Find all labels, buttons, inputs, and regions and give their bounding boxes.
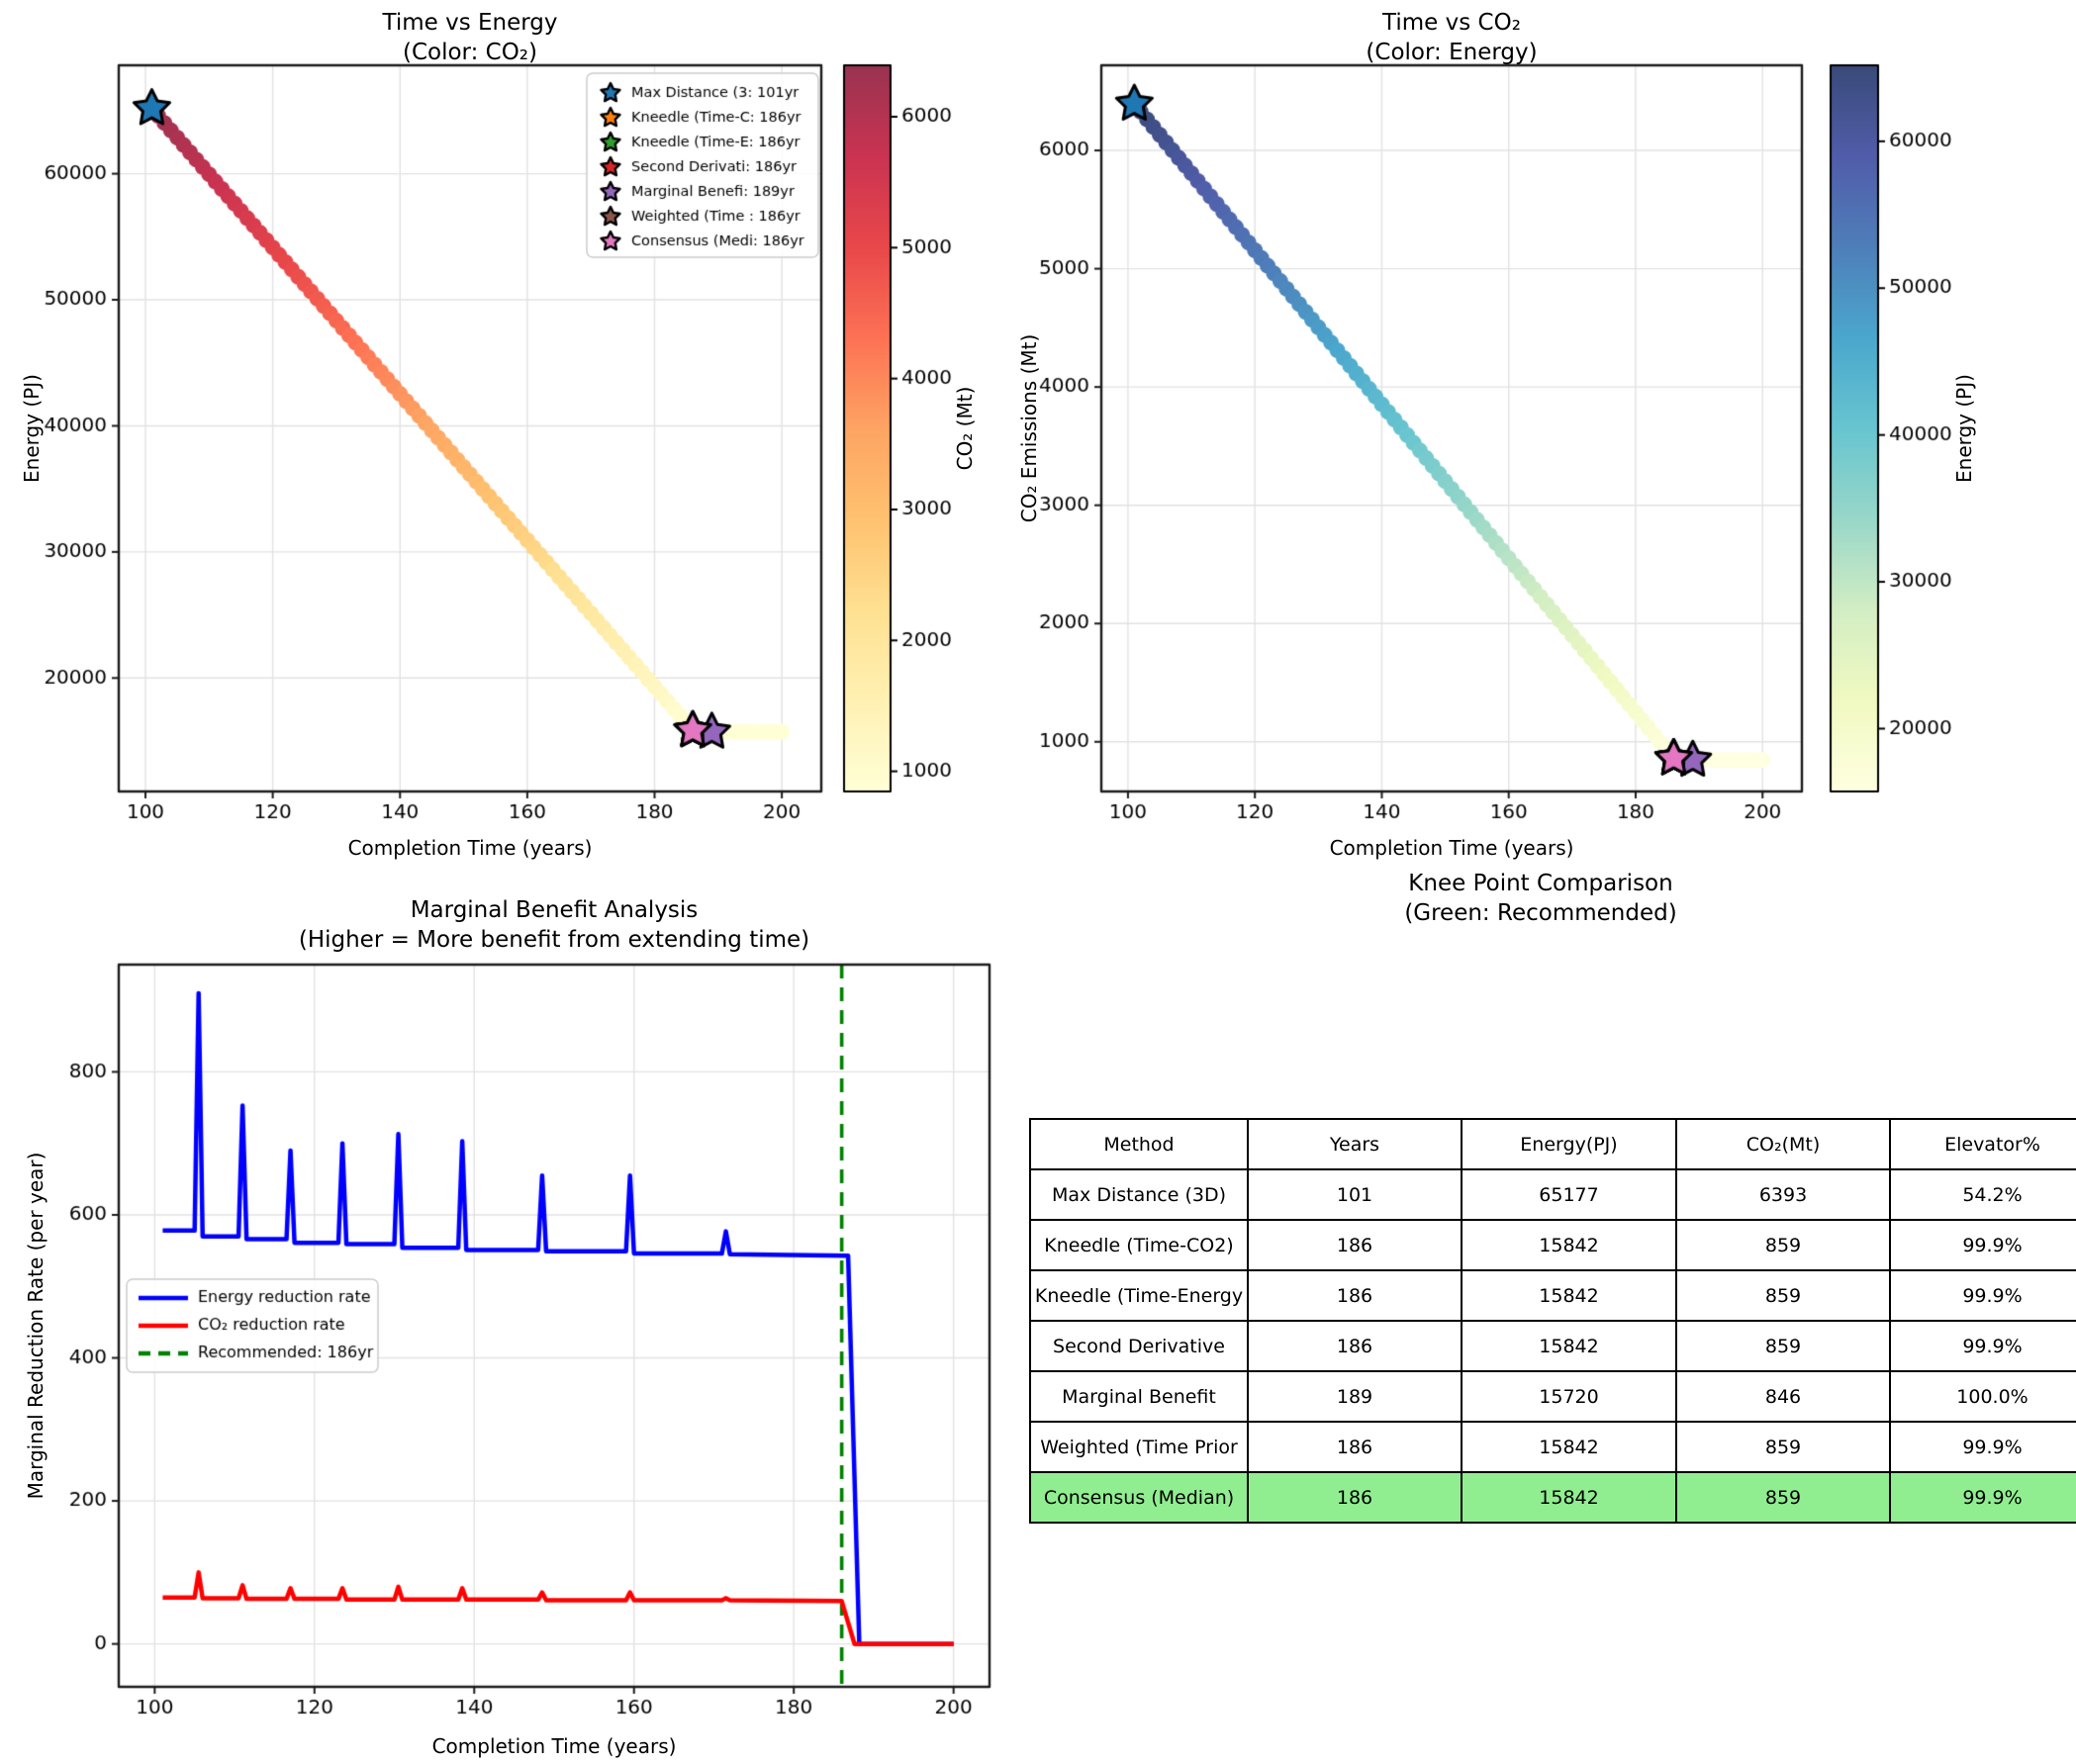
table-cell: 859 [1675, 1269, 1891, 1322]
chart2-title-line2: (Color: Energy) [1366, 40, 1538, 65]
table-header-cell: Elevator% [1889, 1118, 2076, 1170]
table-row: Kneedle (Time-Energy 186 15842 859 99.9% [1029, 1269, 2076, 1322]
table-header-cell: Energy(PJ) [1461, 1118, 1677, 1170]
table-cell: 846 [1675, 1370, 1891, 1423]
chart3-title-line1: Marginal Benefit Analysis [410, 897, 699, 923]
table-row: Kneedle (Time-CO2) 186 15842 859 99.9% [1029, 1219, 2076, 1271]
table-title-line1: Knee Point Comparison [1408, 871, 1673, 896]
table-cell: Kneedle (Time-Energy [1029, 1269, 1249, 1322]
table-cell: 859 [1675, 1219, 1891, 1271]
table-cell: 859 [1675, 1320, 1891, 1372]
table-title: Knee Point Comparison (Green: Recommende… [1244, 869, 1838, 928]
table-cell: 99.9% [1889, 1219, 2076, 1271]
chart1-title-line1: Time vs Energy [382, 10, 558, 36]
table-cell: 101 [1247, 1168, 1463, 1221]
table-row: Max Distance (3D) 101 65177 6393 54.2% [1029, 1168, 2076, 1221]
chart2-xlabel: Completion Time (years) [1329, 836, 1574, 860]
chart2-title: Time vs CO₂ (Color: Energy) [1155, 8, 1748, 67]
table-cell: 99.9% [1889, 1471, 2076, 1524]
table-cell: 186 [1247, 1320, 1463, 1372]
table-cell: 186 [1247, 1471, 1463, 1524]
table-cell: 6393 [1675, 1168, 1891, 1221]
table-cell: Weighted (Time Prior [1029, 1421, 1249, 1473]
chart1-xlabel: Completion Time (years) [347, 836, 593, 860]
table-title-line2: (Green: Recommended) [1404, 900, 1677, 926]
chart2-title-line1: Time vs CO₂ [1382, 10, 1521, 36]
table-cell: Kneedle (Time-CO2) [1029, 1219, 1249, 1271]
table-row: Marginal Benefit 189 15720 846 100.0% [1029, 1370, 2076, 1423]
table-cell: Consensus (Median) [1029, 1471, 1249, 1524]
table-row: Second Derivative 186 15842 859 99.9% [1029, 1320, 2076, 1372]
table-cell: 65177 [1461, 1168, 1677, 1221]
table-cell: 189 [1247, 1370, 1463, 1423]
chart3-title: Marginal Benefit Analysis (Higher = More… [257, 895, 851, 955]
table-cell: 859 [1675, 1421, 1891, 1473]
table-cell: 15842 [1461, 1219, 1677, 1271]
table-cell: 15842 [1461, 1421, 1677, 1473]
table-cell: 99.9% [1889, 1269, 2076, 1322]
table-cell: 100.0% [1889, 1370, 2076, 1423]
table-cell: 15842 [1461, 1269, 1677, 1322]
chart3-xlabel: Completion Time (years) [431, 1734, 677, 1758]
table-cell: Max Distance (3D) [1029, 1168, 1249, 1221]
table-header-row: Method Years Energy(PJ) CO₂(Mt) Elevator% [1029, 1118, 2076, 1170]
table-cell: 99.9% [1889, 1320, 2076, 1372]
table-cell: 186 [1247, 1219, 1463, 1271]
table-cell: 54.2% [1889, 1168, 2076, 1221]
table-row: Weighted (Time Prior 186 15842 859 99.9% [1029, 1421, 2076, 1473]
table-cell: 186 [1247, 1421, 1463, 1473]
table-cell: 15842 [1461, 1471, 1677, 1524]
table-cell: 15720 [1461, 1370, 1677, 1423]
knee-point-comparison-table: Method Years Energy(PJ) CO₂(Mt) Elevator% Max… [1029, 1118, 2076, 1524]
table-cell: 15842 [1461, 1320, 1677, 1372]
table-row: Consensus (Median) 186 15842 859 99.9% [1029, 1471, 2076, 1524]
table-cell: Marginal Benefit [1029, 1370, 1249, 1423]
chart1-title: Time vs Energy (Color: CO₂) [173, 8, 767, 67]
table-cell: 859 [1675, 1471, 1891, 1524]
table-header-cell: Years [1247, 1118, 1463, 1170]
table-cell: 99.9% [1889, 1421, 2076, 1473]
table-cell: 186 [1247, 1269, 1463, 1322]
table-header-cell: Method [1029, 1118, 1249, 1170]
chart3-title-line2: (Higher = More benefit from extending ti… [298, 927, 810, 953]
table-header-cell: CO₂(Mt) [1675, 1118, 1891, 1170]
table-cell: Second Derivative [1029, 1320, 1249, 1372]
chart1-title-line2: (Color: CO₂) [402, 40, 538, 65]
